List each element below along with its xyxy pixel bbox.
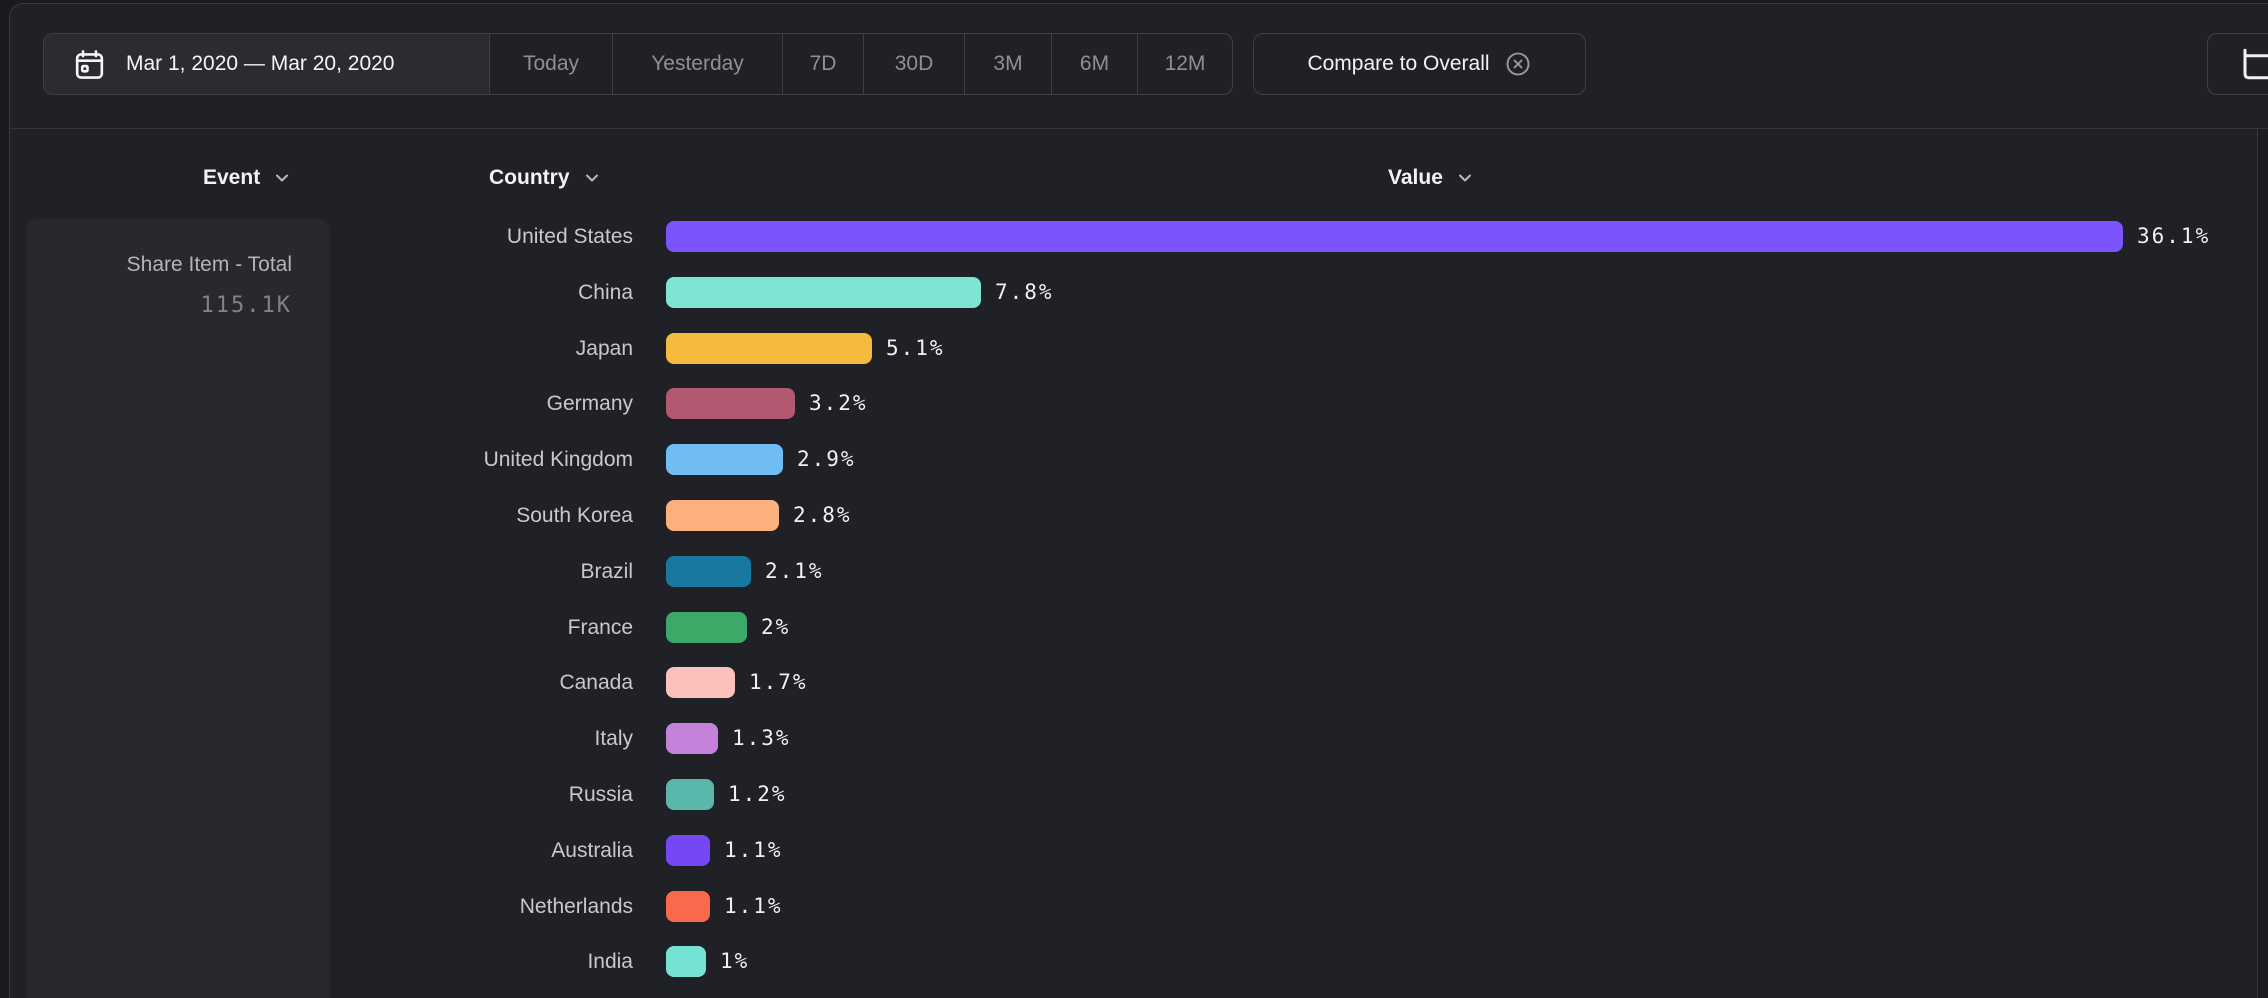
- value-bar[interactable]: [666, 723, 718, 754]
- value-bar[interactable]: [666, 388, 795, 419]
- country-label: Canada: [559, 671, 633, 694]
- value-percent-label: 1.3%: [732, 726, 791, 750]
- value-bar[interactable]: [666, 333, 872, 364]
- value-percent-label: 5.1%: [886, 336, 945, 360]
- value-bar[interactable]: [666, 444, 783, 475]
- country-label: Netherlands: [519, 895, 633, 918]
- value-percent-label: 1.1%: [724, 838, 783, 862]
- country-header-label: Country: [489, 166, 570, 189]
- preset-yesterday[interactable]: Yesterday: [613, 34, 783, 94]
- value-bar[interactable]: [666, 500, 779, 531]
- horizontal-bar-chart-icon: [2234, 42, 2268, 86]
- date-range-control: Mar 1, 2020 — Mar 20, 2020 Today Yesterda…: [43, 33, 1233, 95]
- date-range-label: Mar 1, 2020 — Mar 20, 2020: [126, 52, 395, 75]
- country-label: France: [567, 616, 633, 639]
- value-bar[interactable]: [666, 946, 706, 977]
- chevron-down-icon: [1455, 168, 1475, 188]
- value-bar[interactable]: [666, 556, 751, 587]
- circle-x-icon[interactable]: [1504, 50, 1532, 78]
- country-label: India: [587, 950, 633, 973]
- value-percent-label: 1.2%: [728, 782, 787, 806]
- preset-30d[interactable]: 30D: [864, 34, 965, 94]
- country-label: Australia: [551, 839, 633, 862]
- column-header-event[interactable]: Event: [203, 163, 292, 193]
- value-percent-label: 1%: [720, 949, 750, 973]
- toolbar-divider: [10, 128, 2268, 129]
- value-percent-label: 1.1%: [724, 894, 783, 918]
- country-label: Italy: [594, 727, 633, 750]
- value-percent-label: 2.1%: [765, 559, 824, 583]
- preset-7d[interactable]: 7D: [783, 34, 864, 94]
- right-panel-strip: [2258, 129, 2268, 998]
- country-label: Japan: [575, 337, 633, 360]
- event-card[interactable]: Share Item - Total 115.1K: [26, 219, 330, 998]
- value-header-label: Value: [1388, 166, 1443, 189]
- value-bar[interactable]: [666, 779, 714, 810]
- value-percent-label: 2%: [761, 615, 791, 639]
- value-bar[interactable]: [666, 667, 735, 698]
- value-percent-label: 36.1%: [2137, 224, 2211, 248]
- preset-12m[interactable]: 12M: [1164, 52, 1206, 75]
- chart-type-button[interactable]: [2207, 33, 2268, 95]
- value-bar[interactable]: [666, 221, 2123, 252]
- country-label: United Kingdom: [483, 448, 633, 471]
- value-bar[interactable]: [666, 612, 747, 643]
- value-percent-label: 7.8%: [995, 280, 1054, 304]
- event-name: Share Item - Total: [126, 253, 292, 276]
- panel-right-divider[interactable]: [2257, 129, 2258, 998]
- value-percent-label: 1.7%: [749, 670, 808, 694]
- country-label: Germany: [546, 392, 633, 415]
- chevron-down-icon: [582, 168, 602, 188]
- value-percent-label: 3.2%: [809, 391, 868, 415]
- chevron-down-icon: [272, 168, 292, 188]
- compare-to-overall-button[interactable]: Compare to Overall: [1253, 33, 1586, 95]
- event-header-label: Event: [203, 166, 261, 189]
- value-percent-label: 2.9%: [797, 447, 856, 471]
- value-bar[interactable]: [666, 835, 710, 866]
- value-percent-label: 2.8%: [793, 503, 852, 527]
- preset-today[interactable]: Today: [490, 34, 613, 94]
- country-label: Brazil: [580, 560, 633, 583]
- date-range-button[interactable]: Mar 1, 2020 — Mar 20, 2020: [44, 34, 490, 94]
- column-header-country[interactable]: Country: [489, 163, 602, 193]
- calendar-icon: [71, 46, 108, 83]
- event-total: 115.1K: [200, 293, 292, 318]
- preset-3m[interactable]: 3M: [965, 34, 1052, 94]
- column-header-value[interactable]: Value: [1388, 163, 1475, 193]
- value-bar[interactable]: [666, 891, 710, 922]
- country-label: Russia: [568, 783, 633, 806]
- report-panel: [9, 3, 2268, 998]
- country-label: United States: [506, 225, 633, 248]
- country-label: China: [578, 281, 633, 304]
- value-bar[interactable]: [666, 277, 981, 308]
- compare-label: Compare to Overall: [1307, 52, 1490, 75]
- country-label: South Korea: [516, 504, 633, 527]
- preset-6m[interactable]: 6M: [1052, 34, 1138, 94]
